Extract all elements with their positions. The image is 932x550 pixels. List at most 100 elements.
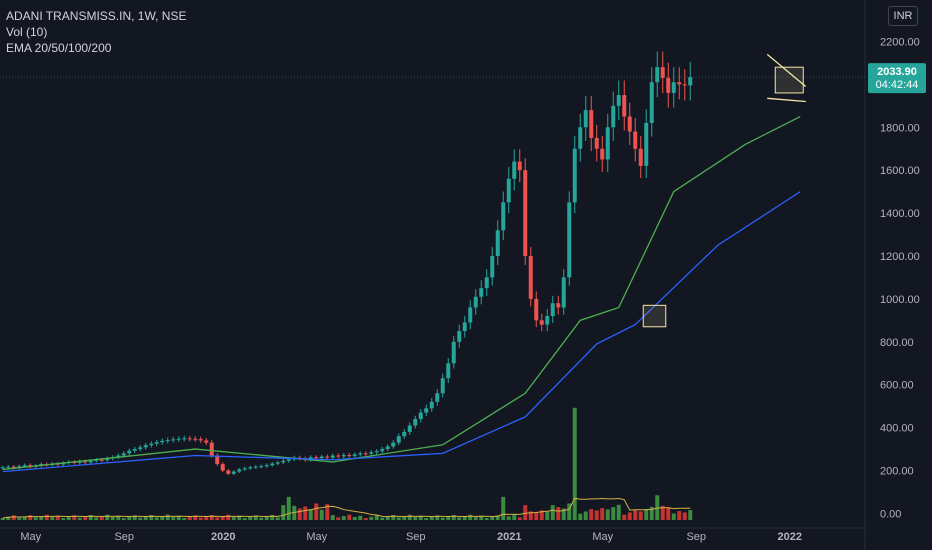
- candle-body: [127, 450, 132, 454]
- candle-body: [457, 331, 462, 342]
- volume-bar: [0, 518, 5, 520]
- currency-badge[interactable]: INR: [888, 6, 918, 26]
- x-tick-label: 2021: [497, 531, 521, 543]
- candle-body: [396, 436, 401, 443]
- candle-body: [578, 127, 583, 149]
- candle-body: [429, 401, 434, 409]
- candle-body: [149, 443, 154, 446]
- last-price-value: 2033.90: [877, 66, 917, 78]
- x-tick-label: May: [306, 531, 327, 543]
- volume-bar: [330, 515, 335, 520]
- y-tick-label: 2200.00: [880, 36, 920, 48]
- candle-body: [0, 467, 5, 469]
- symbol-line[interactable]: ADANI TRANSMISS.IN, 1W, NSE: [6, 9, 187, 23]
- volume-bar: [55, 515, 60, 520]
- candle-body: [143, 445, 148, 448]
- volume-bar: [633, 510, 638, 520]
- candle-body: [688, 77, 693, 86]
- volume-bar: [127, 516, 132, 520]
- candle-body: [347, 455, 352, 457]
- candle-body: [61, 463, 66, 465]
- candle-body: [204, 440, 209, 443]
- candle-body: [374, 451, 379, 453]
- volume-bar: [671, 513, 676, 520]
- candle-body: [407, 425, 412, 432]
- volume-bar: [688, 510, 693, 520]
- candle-body: [253, 466, 258, 468]
- candle-body: [616, 95, 621, 106]
- volume-bar: [644, 509, 649, 520]
- ema-indicator-line[interactable]: EMA 20/50/100/200: [6, 41, 112, 55]
- candle-body: [473, 296, 478, 308]
- candle-body: [11, 466, 16, 468]
- volume-bar: [209, 515, 214, 520]
- candle-body: [666, 77, 671, 93]
- volume-bar: [154, 517, 159, 520]
- volume-bar: [308, 509, 313, 520]
- candle-body: [638, 148, 643, 166]
- volume-bar: [303, 506, 308, 520]
- volume-bar: [231, 517, 236, 520]
- volume-bar: [88, 515, 93, 520]
- candle-body: [275, 462, 280, 464]
- volume-bar: [138, 517, 143, 520]
- volume-bar: [39, 516, 44, 520]
- volume-bar: [50, 517, 55, 520]
- volume-bar: [358, 515, 363, 520]
- candle-body: [182, 438, 187, 440]
- volume-bar: [259, 517, 264, 520]
- candle-body: [105, 458, 110, 461]
- volume-bar: [682, 512, 687, 520]
- volume-bar: [600, 508, 605, 520]
- candle-body: [627, 116, 632, 132]
- candle-body: [314, 457, 319, 459]
- candle-body: [226, 470, 231, 474]
- y-tick-label: 1400.00: [880, 208, 920, 220]
- candle-body: [231, 471, 236, 474]
- volume-bar: [66, 516, 71, 520]
- volume-bar: [374, 515, 379, 520]
- last-price-tag: [868, 63, 926, 94]
- volume-bar: [413, 517, 418, 520]
- volume-bar: [429, 516, 434, 520]
- volume-bar: [143, 516, 148, 520]
- volume-bar: [116, 515, 121, 520]
- volume-bar: [479, 515, 484, 520]
- volume-bar: [506, 516, 511, 520]
- volume-bar: [369, 516, 374, 520]
- trend-line: [766, 53, 807, 88]
- candle-body: [550, 303, 555, 317]
- volume-bar: [204, 516, 209, 520]
- volume-bar: [468, 514, 473, 520]
- candle-body: [363, 453, 368, 455]
- volume-bar: [160, 516, 165, 520]
- ema-long-line: [2, 191, 801, 473]
- volume-bar: [314, 503, 319, 520]
- volume-bar: [611, 507, 616, 520]
- volume-bar: [94, 517, 99, 520]
- volume-bar: [44, 514, 49, 520]
- volume-bar: [583, 511, 588, 520]
- volume-bar: [407, 514, 412, 520]
- candle-body: [160, 440, 165, 443]
- volume-indicator-line[interactable]: Vol (10): [6, 25, 48, 39]
- volume-bar: [275, 517, 280, 520]
- candle-body: [380, 449, 385, 452]
- volume-bar: [677, 511, 682, 520]
- volume-bar: [578, 513, 583, 520]
- volume-bar: [99, 516, 104, 520]
- volume-bar: [418, 515, 423, 520]
- volume-bar: [226, 514, 231, 520]
- y-tick-label: 800.00: [880, 337, 914, 349]
- candle-body: [501, 202, 506, 231]
- volume-bar: [424, 518, 429, 520]
- candle-body: [490, 255, 495, 278]
- candle-body: [539, 320, 544, 325]
- volume-bar: [622, 514, 627, 520]
- candle-body: [237, 469, 242, 472]
- candle-body: [176, 438, 181, 440]
- candle-body: [440, 378, 445, 394]
- y-tick-label: 1200.00: [880, 251, 920, 263]
- candle-body: [512, 161, 517, 179]
